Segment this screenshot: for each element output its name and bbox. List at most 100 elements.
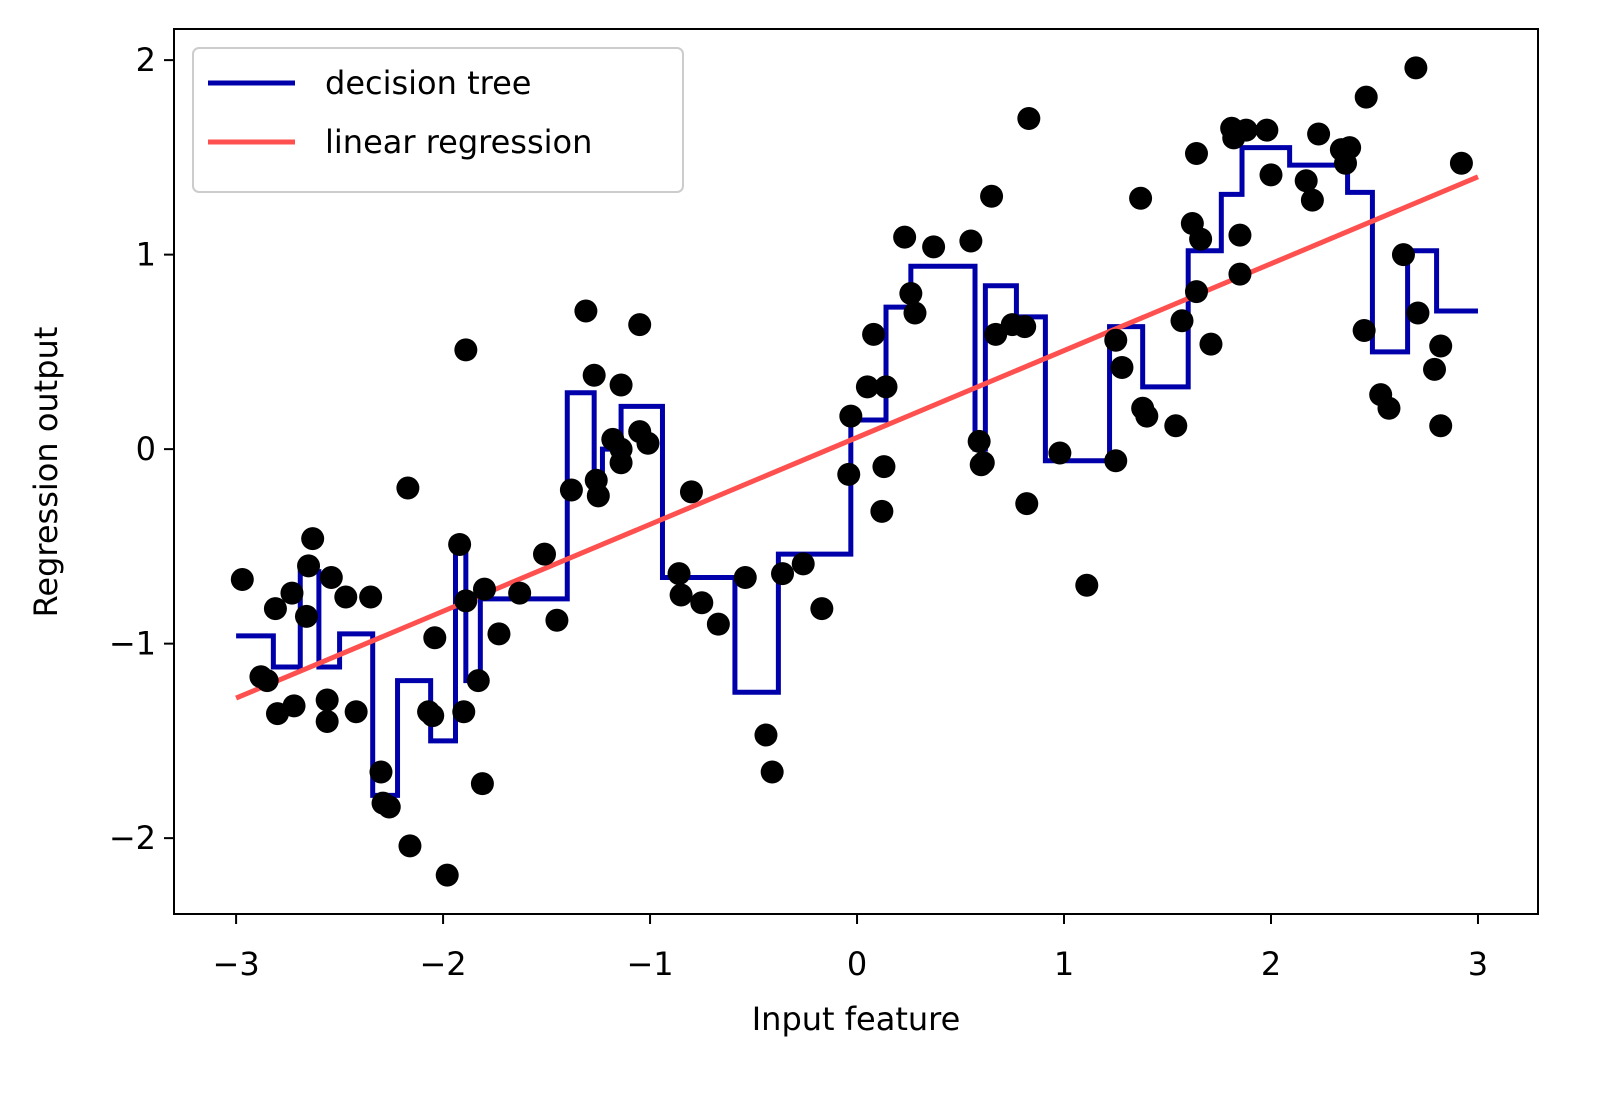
scatter-point [1104, 449, 1128, 473]
scatter-point [903, 301, 927, 325]
scatter-point [1404, 56, 1428, 80]
scatter-point [398, 834, 422, 858]
y-axis-label: Regression output [27, 327, 65, 618]
scatter-point [870, 499, 894, 523]
x-tick-label: −3 [213, 945, 260, 983]
scatter-point [760, 760, 784, 784]
scatter-point [1429, 414, 1453, 438]
scatter-point [1449, 151, 1473, 175]
scatter-point [1228, 262, 1252, 286]
scatter-point [872, 455, 896, 479]
legend-label: decision tree [325, 64, 531, 102]
scatter-point [1352, 318, 1376, 342]
scatter-point [487, 622, 511, 646]
scatter-point [377, 795, 401, 819]
scatter-point [472, 577, 496, 601]
plot-area [230, 56, 1479, 887]
scatter-point [771, 562, 795, 586]
scatter-point [1255, 118, 1279, 142]
scatter-point [1170, 309, 1194, 333]
scatter-point [470, 772, 494, 796]
x-tick-label: 2 [1261, 945, 1281, 983]
scatter-point [609, 373, 633, 397]
scatter-point [984, 322, 1008, 346]
scatter-point [466, 669, 490, 693]
scatter-point [1228, 223, 1252, 247]
scatter-point [448, 532, 472, 556]
scatter-point [862, 322, 886, 346]
legend-label: linear regression [325, 123, 592, 161]
x-tick-label: −2 [419, 945, 466, 983]
scatter-point [435, 863, 459, 887]
scatter-point [369, 760, 393, 784]
scatter-point [1189, 227, 1213, 251]
scatter-point [1338, 136, 1362, 160]
scatter-point [980, 184, 1004, 208]
scatter-point [452, 700, 476, 724]
line-series [236, 145, 1478, 798]
scatter-point [1300, 188, 1324, 212]
scatter-point [532, 542, 556, 566]
x-axis-label: Input feature [752, 1000, 961, 1038]
legend: decision tree linear regression [192, 47, 684, 193]
scatter-point [1104, 328, 1128, 352]
y-tick-label: −2 [109, 819, 156, 857]
scatter-point [297, 554, 321, 578]
scatter-point [874, 375, 898, 399]
scatter-point [1184, 141, 1208, 165]
scatter-point [421, 704, 445, 728]
scatter-point [586, 484, 610, 508]
scatter-point [1234, 118, 1258, 142]
scatter-point [855, 375, 879, 399]
scatter-point [679, 480, 703, 504]
scatter-point [959, 229, 983, 253]
scatter-point [733, 566, 757, 590]
scatter-point [669, 583, 693, 607]
scatter-point [263, 597, 287, 621]
scatter-point [1391, 243, 1415, 267]
line-series [235, 174, 1479, 701]
scatter-point [667, 562, 691, 586]
y-tick-label: 0 [136, 430, 156, 468]
scatter-point [1129, 186, 1153, 210]
scatter-point [922, 235, 946, 259]
scatter-point [1199, 332, 1223, 356]
y-tick-label: 1 [136, 236, 156, 274]
scatter-point [1406, 301, 1430, 325]
scatter-point [839, 404, 863, 428]
scatter-point [1377, 396, 1401, 420]
scatter-point [1354, 85, 1378, 109]
scatter-point [280, 581, 304, 605]
x-tick-label: 3 [1468, 945, 1488, 983]
scatter-point [967, 429, 991, 453]
scatter-point [690, 591, 714, 615]
scatter-point [559, 478, 583, 502]
scatter-point [344, 700, 368, 724]
scatter-point [899, 282, 923, 306]
x-tick-label: 0 [847, 945, 867, 983]
scatter-point [315, 688, 339, 712]
scatter-point [609, 437, 633, 461]
scatter-point [1110, 355, 1134, 379]
scatter-point [1184, 280, 1208, 304]
scatter-point [545, 608, 569, 632]
x-tick-label: 1 [1054, 945, 1074, 983]
scatter-point [282, 694, 306, 718]
y-tick-label: −1 [109, 625, 156, 663]
scatter-point [1015, 492, 1039, 516]
scatter-point [334, 585, 358, 609]
scatter-point [791, 552, 815, 576]
scatter-point [230, 567, 254, 591]
scatter-point [315, 709, 339, 733]
scatter-point [454, 589, 478, 613]
scatter-point [628, 313, 652, 337]
scatter-point [1307, 122, 1331, 146]
scatter-point [636, 431, 660, 455]
scatter-point [1135, 404, 1159, 428]
x-tick-label: −1 [626, 945, 673, 983]
scatter-point [1048, 441, 1072, 465]
scatter-point [508, 581, 532, 605]
scatter-point [1259, 163, 1283, 187]
